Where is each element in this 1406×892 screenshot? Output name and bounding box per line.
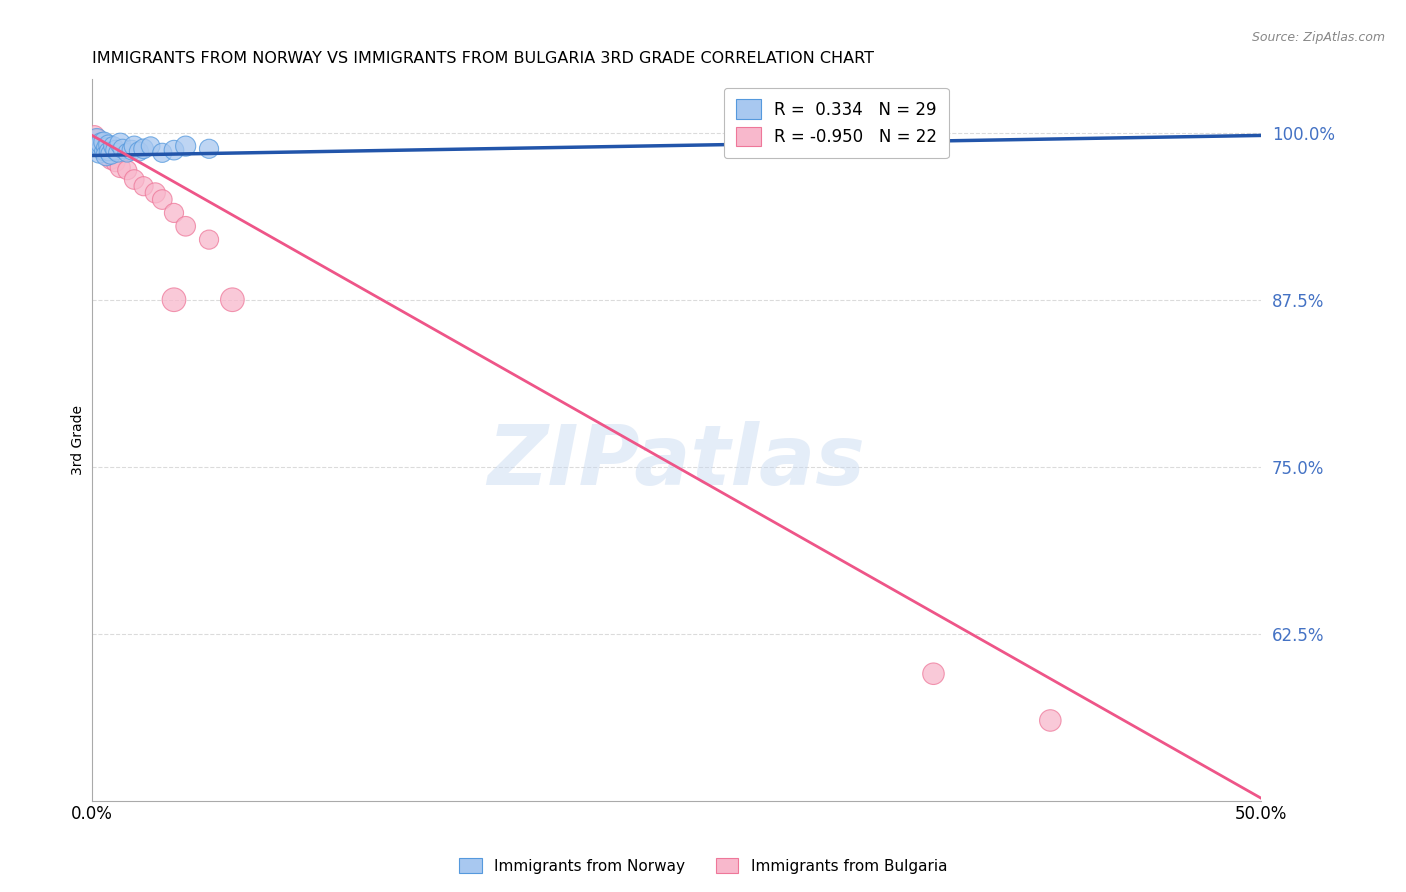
Point: [122, 172, 145, 186]
Point: [89, 145, 111, 160]
Point: [96, 145, 118, 160]
Point: [132, 142, 155, 156]
Text: ZIPatlas: ZIPatlas: [488, 421, 865, 502]
Point: [83, 128, 105, 143]
Point: [107, 145, 129, 160]
Point: [143, 186, 166, 200]
Point: [86, 132, 108, 146]
Point: [100, 153, 122, 167]
Point: [174, 219, 197, 234]
Point: [89, 139, 111, 153]
Point: [93, 145, 115, 159]
Point: [115, 163, 138, 178]
Point: [97, 150, 120, 164]
Point: [122, 139, 145, 153]
Point: [96, 140, 118, 154]
Point: [97, 145, 120, 159]
Point: [89, 136, 111, 151]
Point: [163, 206, 186, 220]
Point: [759, 128, 782, 143]
Point: [128, 145, 150, 159]
Point: [90, 142, 112, 156]
Point: [100, 147, 122, 161]
Point: [922, 666, 945, 681]
Point: [110, 136, 132, 151]
Point: [139, 139, 162, 153]
Point: [96, 148, 118, 162]
Legend: R =  0.334   N = 29, R = -0.950   N = 22: R = 0.334 N = 29, R = -0.950 N = 22: [724, 87, 949, 158]
Point: [90, 136, 112, 151]
Text: Source: ZipAtlas.com: Source: ZipAtlas.com: [1251, 31, 1385, 45]
Point: [104, 143, 127, 157]
Point: [93, 143, 115, 157]
Point: [97, 137, 120, 152]
Point: [110, 161, 132, 175]
Text: IMMIGRANTS FROM NORWAY VS IMMIGRANTS FROM BULGARIA 3RD GRADE CORRELATION CHART: IMMIGRANTS FROM NORWAY VS IMMIGRANTS FRO…: [93, 51, 875, 66]
Point: [104, 155, 127, 169]
Point: [198, 142, 221, 156]
Point: [115, 145, 138, 160]
Legend: Immigrants from Norway, Immigrants from Bulgaria: Immigrants from Norway, Immigrants from …: [453, 852, 953, 880]
Point: [163, 293, 186, 307]
Point: [86, 132, 108, 146]
Point: [174, 139, 197, 153]
Point: [150, 193, 173, 207]
Point: [221, 293, 243, 307]
Point: [198, 233, 221, 247]
Point: [90, 139, 112, 153]
Point: [132, 179, 155, 194]
Point: [111, 142, 134, 156]
Point: [1039, 714, 1062, 728]
Point: [83, 139, 105, 153]
Point: [121, 143, 143, 157]
Point: [103, 139, 125, 153]
Point: [150, 145, 173, 160]
Point: [93, 135, 115, 149]
Point: [163, 143, 186, 157]
Y-axis label: 3rd Grade: 3rd Grade: [72, 405, 86, 475]
